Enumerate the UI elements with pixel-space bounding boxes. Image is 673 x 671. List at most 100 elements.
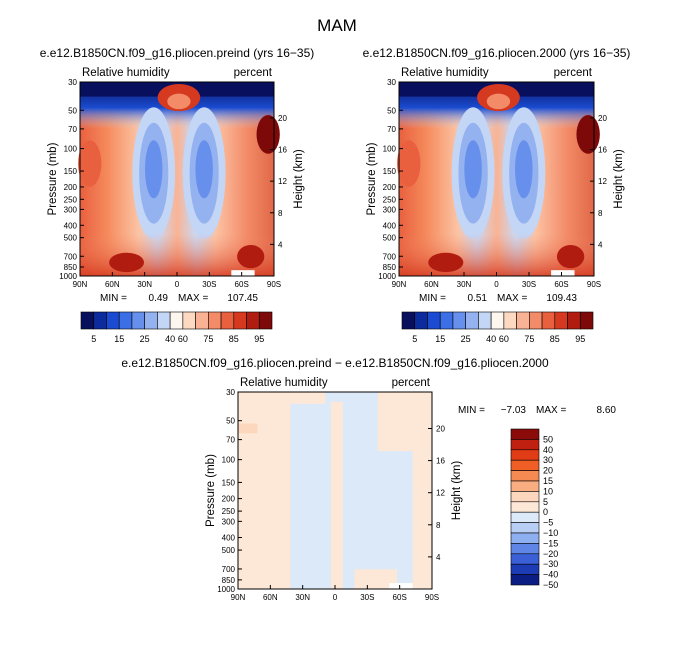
- colorbar-label: 60: [499, 334, 509, 344]
- colorbar-swatch: [414, 311, 428, 330]
- colorbar-swatch: [510, 428, 540, 440]
- dry-lobe-south-inner: [515, 140, 533, 199]
- colorbar-label: 95: [254, 334, 264, 344]
- positive-region-north: [238, 392, 291, 589]
- pressure-tick-label: 100: [383, 145, 397, 154]
- positive-region-south-upper: [377, 392, 432, 452]
- max-value: 8.60: [597, 405, 617, 416]
- pressure-tick-label: 500: [64, 234, 78, 243]
- colorbar-swatch: [439, 311, 454, 330]
- max-value: 109.43: [546, 293, 577, 304]
- positive-region-south: [412, 451, 432, 589]
- colorbar-swatch: [233, 311, 247, 330]
- height-axis-title: Height (km): [613, 149, 625, 209]
- panel-title: e.e12.B1850CN.f09_g16.pliocen.preind (yr…: [40, 46, 315, 60]
- colorbar-swatch: [541, 311, 556, 330]
- colorbar-swatch: [510, 543, 540, 555]
- north-polar-moist: [78, 140, 102, 187]
- units-label: percent: [392, 377, 431, 389]
- south-polar-moist: [256, 114, 280, 154]
- latitude-tick-label: 90N: [231, 593, 246, 602]
- height-tick-label: 4: [436, 553, 441, 562]
- colorbar-label: 85: [550, 334, 560, 344]
- latitude-tick-label: 90N: [73, 280, 88, 289]
- colorbar-swatch: [510, 480, 540, 492]
- colorbar-label: 40: [165, 334, 175, 344]
- dry-lobe-north-inner: [144, 140, 163, 199]
- units-label: percent: [554, 67, 593, 79]
- north-polar-moist: [397, 140, 421, 187]
- panel-preind: e.e12.B1850CN.f09_g16.pliocen.preind (yr…: [40, 46, 315, 344]
- height-tick-label: 12: [598, 177, 607, 186]
- latitude-tick-label: 0: [494, 280, 499, 289]
- colorbar-label: 40: [543, 445, 553, 455]
- colorbar-label: −20: [543, 549, 558, 559]
- height-tick-label: 12: [436, 489, 445, 498]
- height-tick-label: 4: [598, 240, 603, 249]
- panel-title: e.e12.B1850CN.f09_g16.pliocen.preind − e…: [121, 356, 549, 370]
- latitude-tick-label: 30N: [295, 593, 310, 602]
- pressure-tick-label: 200: [222, 495, 236, 504]
- pressure-tick-label: 50: [387, 106, 396, 115]
- pressure-tick-label: 70: [226, 436, 235, 445]
- colorbar-label: 0: [543, 507, 548, 517]
- figure-title: MAM: [317, 16, 357, 35]
- topography-mask: [551, 270, 575, 276]
- height-tick-label: 16: [598, 146, 607, 155]
- colorbar-label: −30: [543, 559, 558, 569]
- pressure-tick-label: 1000: [378, 272, 396, 281]
- pressure-axis-title: Pressure (mb): [47, 142, 59, 215]
- pressure-tick-label: 30: [226, 388, 235, 397]
- latitude-tick-label: 30S: [522, 280, 536, 289]
- colorbar-label: 25: [140, 334, 150, 344]
- units-label: percent: [234, 67, 273, 79]
- colorbar-swatch: [529, 311, 543, 330]
- pressure-tick-label: 400: [64, 221, 78, 230]
- colorbar-swatch: [510, 553, 540, 565]
- colorbar-swatch: [516, 311, 530, 330]
- colorbar-label: 25: [461, 334, 471, 344]
- latitude-tick-label: 90S: [425, 593, 439, 602]
- min-value: −7.03: [501, 405, 527, 416]
- pressure-tick-label: 100: [64, 145, 78, 154]
- min-label: MIN =: [419, 293, 446, 304]
- pressure-tick-label: 400: [383, 221, 397, 230]
- colorbar-swatch: [80, 311, 95, 330]
- colorbar-swatch: [93, 311, 107, 330]
- pressure-tick-label: 850: [383, 263, 397, 272]
- pressure-tick-label: 300: [64, 205, 78, 214]
- colorbar-swatch: [510, 470, 540, 482]
- topography-mask: [231, 270, 255, 276]
- colorbar-swatch: [465, 311, 479, 330]
- min-label: MIN =: [458, 405, 485, 416]
- max-label: MAX =: [536, 405, 566, 416]
- pressure-tick-label: 500: [222, 546, 236, 555]
- colorbar-label: −5: [543, 518, 553, 528]
- panel-difference: e.e12.B1850CN.f09_g16.pliocen.preind − e…: [121, 356, 616, 602]
- panel-title: e.e12.B1850CN.f09_g16.pliocen.2000 (yrs …: [363, 46, 631, 60]
- colorbar-swatch: [579, 311, 594, 330]
- pressure-tick-label: 150: [64, 167, 78, 176]
- max-label: MAX =: [178, 293, 208, 304]
- pressure-tick-label: 500: [383, 234, 397, 243]
- latitude-tick-label: 30N: [137, 280, 152, 289]
- pressure-tick-label: 700: [383, 252, 397, 261]
- height-tick-label: 8: [436, 521, 441, 530]
- pressure-tick-label: 200: [383, 183, 397, 192]
- pressure-tick-label: 100: [222, 456, 236, 465]
- latitude-tick-label: 60N: [105, 280, 120, 289]
- boundary-moist-south: [237, 244, 265, 269]
- pressure-tick-label: 400: [222, 534, 236, 543]
- latitude-tick-label: 60S: [235, 280, 249, 289]
- height-tick-label: 20: [436, 424, 445, 433]
- colorbar-label: −40: [543, 570, 558, 580]
- colorbar-swatch: [144, 311, 158, 330]
- boundary-moist-south: [556, 244, 585, 269]
- colorbar-swatch: [503, 311, 517, 330]
- south-polar-moist: [576, 114, 600, 154]
- pressure-tick-label: 50: [226, 417, 235, 426]
- height-tick-label: 16: [436, 457, 445, 466]
- colorbar-label: 75: [203, 334, 213, 344]
- colorbar-swatch: [510, 449, 540, 461]
- latitude-tick-label: 0: [175, 280, 180, 289]
